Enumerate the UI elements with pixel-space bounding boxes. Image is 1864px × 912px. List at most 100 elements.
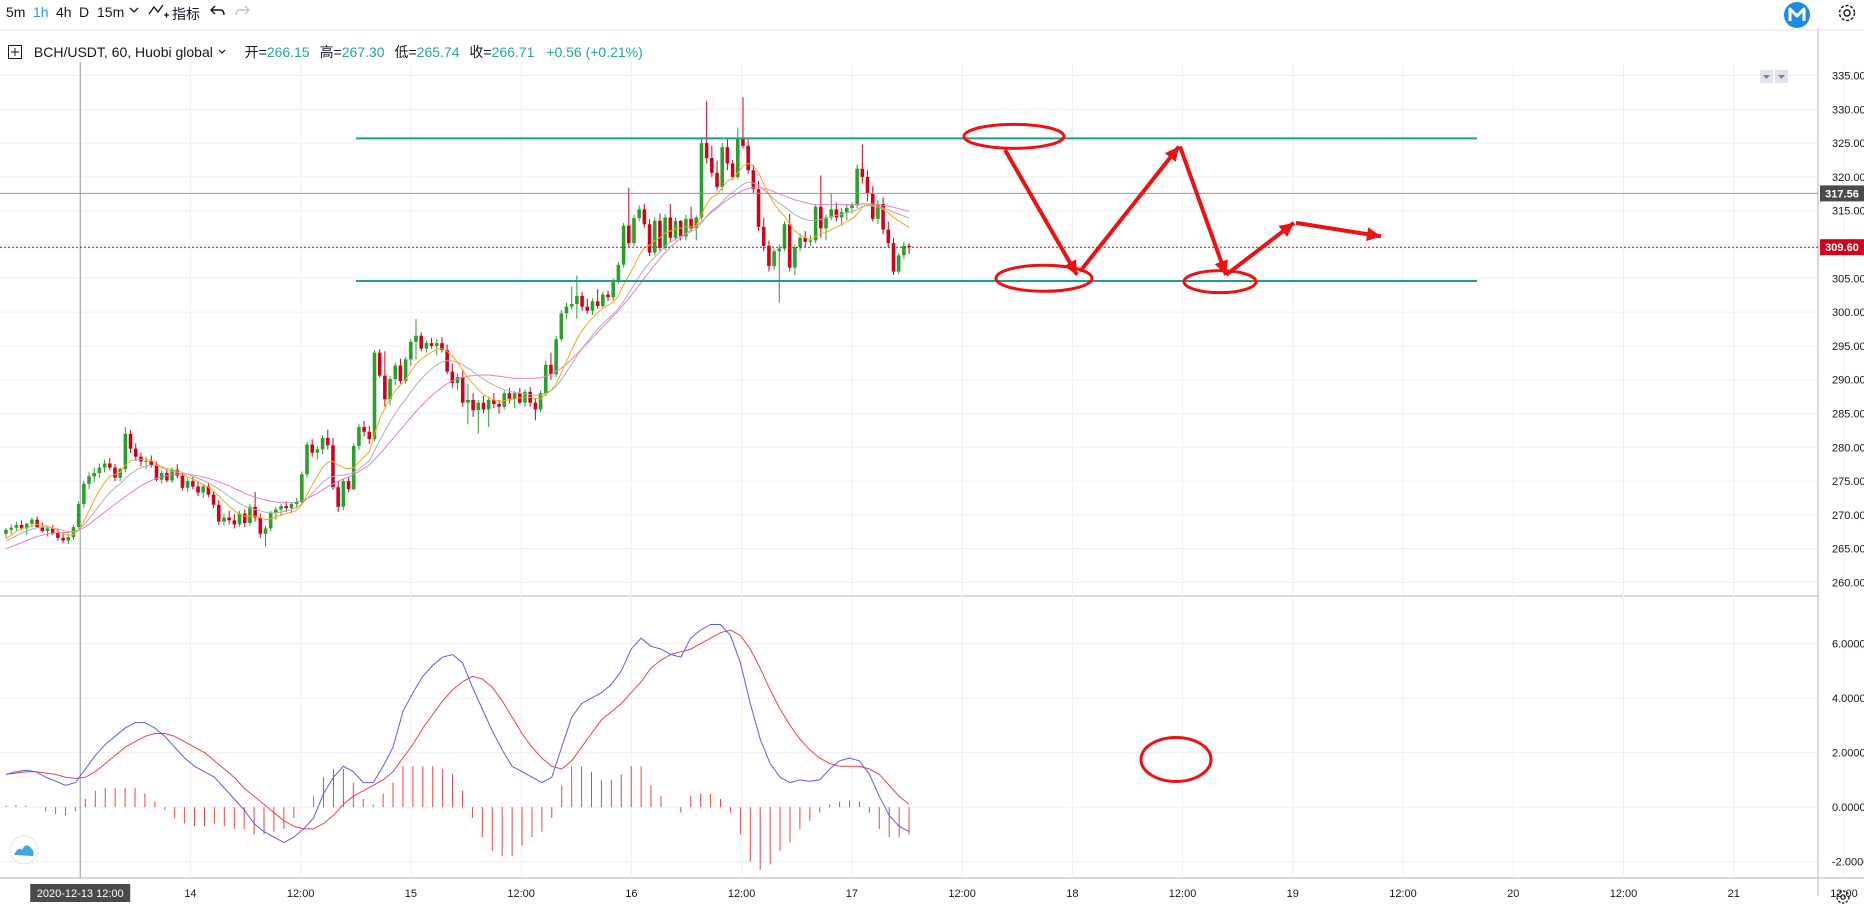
candle-body: [97, 467, 102, 473]
interval-5m-button[interactable]: 5m: [6, 4, 26, 20]
candle-body: [253, 506, 257, 518]
undo-icon[interactable]: [210, 2, 226, 23]
interval-4h-button[interactable]: 4h: [56, 4, 72, 20]
candle-body: [637, 209, 641, 219]
candle-body: [575, 295, 579, 304]
candle-body: [466, 399, 470, 403]
candle-body: [87, 476, 91, 484]
low-label: 低=: [394, 44, 417, 60]
brand-logo-icon[interactable]: [1782, 0, 1812, 30]
settings-gear-icon[interactable]: [1836, 2, 1858, 24]
interval-dropdown-chevron-icon[interactable]: [129, 2, 139, 21]
candle-body: [844, 208, 849, 213]
candle-body: [144, 460, 148, 462]
candle-body: [689, 218, 693, 229]
symbol-label[interactable]: BCH/USDT, 60, Huobi global: [33, 44, 213, 60]
candle-body: [30, 519, 34, 524]
candle-body: [45, 528, 50, 532]
symbol-dropdown-chevron-icon[interactable]: [217, 44, 227, 60]
candle-body: [128, 433, 133, 449]
candle-body: [216, 504, 221, 522]
candle-body: [424, 343, 429, 349]
bottom-circle-1: [994, 263, 1094, 293]
candle-body: [56, 533, 60, 538]
high-value: 267.30: [341, 44, 385, 60]
price-tick-label: 335.00: [1832, 71, 1864, 83]
price-tick-label: 265.00: [1832, 544, 1864, 556]
candle-body: [76, 504, 81, 528]
candle-body: [263, 528, 268, 534]
interval-d-button[interactable]: D: [79, 4, 90, 20]
price-tick-label: 325.00: [1832, 138, 1864, 150]
bottom-circle-2: [1182, 269, 1258, 295]
candle-body: [4, 529, 8, 534]
candle-body: [123, 433, 128, 469]
candle-body: [647, 224, 652, 253]
axis-settings-gear-inner: [1840, 894, 1846, 900]
arrow-down-2-head: [1214, 259, 1228, 275]
candle-body: [559, 313, 564, 340]
macd-tick-label: -2.0000: [1832, 857, 1864, 869]
axis-settings-icon: [1836, 890, 1850, 904]
scroll-up-button[interactable]: [1775, 70, 1788, 83]
arrow-up-2-head: [1278, 222, 1294, 237]
time-tick-label: 12:00: [728, 888, 756, 900]
arrow-up-2: [1224, 221, 1296, 277]
candle-body: [258, 517, 263, 534]
redo-icon[interactable]: [234, 2, 250, 23]
candle-body: [652, 220, 657, 253]
price-tick-label: 295.00: [1832, 341, 1864, 353]
candle-body: [621, 225, 626, 265]
candle-body: [730, 163, 735, 177]
scroll-down-button[interactable]: [1760, 70, 1773, 83]
signal-line: [5, 629, 910, 830]
arrow-right-head: [1366, 227, 1381, 242]
candle-body: [403, 359, 408, 382]
candle-body: [819, 206, 823, 229]
candle-body: [564, 306, 569, 314]
candle-body: [440, 343, 444, 350]
price-tick-label: 260.00: [1832, 577, 1864, 589]
indicators-button[interactable]: 指标: [172, 6, 200, 22]
interval-15m-button[interactable]: 15m: [97, 4, 125, 20]
candle-body: [658, 220, 662, 248]
time-tick-label: 21: [1728, 888, 1740, 900]
macd-tick-label: 6.0000: [1832, 639, 1864, 651]
candle-body: [902, 245, 906, 256]
candle-body: [19, 525, 24, 529]
candle-body: [590, 301, 595, 311]
open-label: 开=: [244, 44, 267, 60]
candle-body: [341, 481, 346, 507]
top-toolbar: 5m 1h 4h D 15m 指标: [0, 0, 1864, 26]
candle-body: [331, 445, 335, 488]
low-value: 265.74: [416, 44, 460, 60]
candle-body: [294, 502, 299, 505]
candle-body: [61, 537, 65, 541]
candle-body: [787, 224, 792, 268]
crosshair-time-label: 2020-12-13 12:00: [37, 888, 124, 900]
candle-body: [543, 364, 548, 394]
candle-body: [191, 481, 195, 487]
candle-body: [310, 444, 315, 453]
time-tick-label: 12:00: [1389, 888, 1417, 900]
arrow-up-1-head: [1164, 146, 1179, 162]
time-tick-label: 12:00: [1830, 888, 1858, 900]
candle-body: [507, 393, 512, 399]
candle-body: [554, 339, 558, 375]
expand-legend-icon[interactable]: [8, 45, 22, 59]
candle-body: [761, 226, 766, 246]
candle-body: [632, 218, 636, 244]
last-price-label: 309.60: [1825, 242, 1859, 254]
candle-body: [320, 437, 325, 450]
candle-body: [180, 475, 185, 488]
candle-body: [580, 295, 584, 307]
candle-body: [113, 467, 117, 478]
interval-1h-button[interactable]: 1h: [33, 4, 49, 20]
time-tick-label: 12:00: [1610, 888, 1638, 900]
price-tick-label: 315.00: [1832, 206, 1864, 218]
indicators-icon[interactable]: [148, 2, 170, 23]
candle-body: [66, 537, 71, 541]
candle-body: [549, 364, 553, 375]
candle-body: [606, 294, 610, 298]
